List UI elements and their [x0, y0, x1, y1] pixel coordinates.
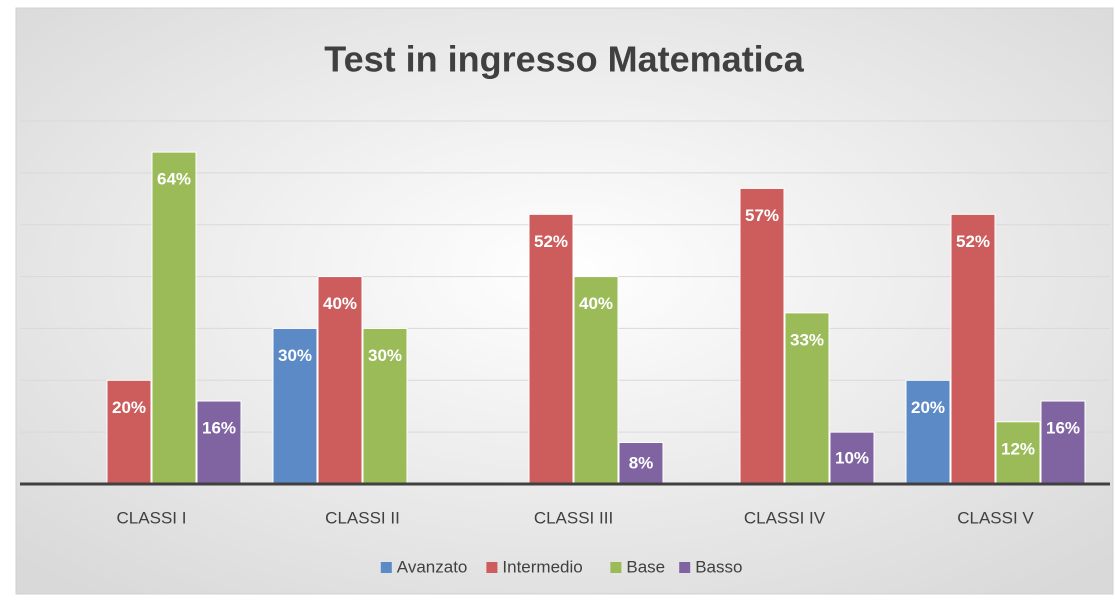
bar [739, 187, 785, 485]
data-label: 16% [1046, 419, 1080, 438]
x-tick-label: CLASSI II [325, 508, 400, 527]
bar [151, 151, 197, 485]
data-label: 40% [323, 294, 357, 313]
bar [196, 400, 242, 485]
legend-swatch [380, 562, 392, 573]
data-label: 30% [278, 346, 312, 365]
bar [1040, 400, 1086, 485]
data-label: 52% [956, 232, 990, 251]
data-label: 52% [534, 232, 568, 251]
legend-label: Intermedio [502, 557, 582, 576]
bar [106, 379, 152, 485]
data-label: 64% [157, 170, 191, 189]
data-label: 40% [579, 294, 613, 313]
data-label: 12% [1001, 439, 1035, 458]
legend-label: Base [626, 557, 665, 576]
bar [317, 276, 363, 485]
data-label: 33% [790, 330, 824, 349]
bar [528, 213, 574, 485]
bar [618, 442, 664, 485]
bar [362, 327, 408, 485]
legend-swatch [610, 562, 622, 573]
x-tick-label: CLASSI III [534, 508, 613, 527]
data-label: 10% [835, 449, 869, 468]
bar [784, 312, 830, 485]
bar [905, 379, 951, 485]
legend-label: Basso [695, 557, 742, 576]
data-label: 57% [745, 206, 779, 225]
x-tick-label: CLASSI V [957, 508, 1034, 527]
legend-label: Avanzato [397, 557, 468, 576]
data-label: 20% [112, 398, 146, 417]
chart-title: Test in ingresso Matematica [324, 39, 804, 80]
bar [272, 327, 318, 485]
data-label: 20% [911, 398, 945, 417]
x-tick-label: CLASSI I [117, 508, 187, 527]
bar [829, 431, 875, 485]
x-tick-label: CLASSI IV [744, 508, 826, 527]
data-label: 30% [368, 346, 402, 365]
data-label: 16% [202, 419, 236, 438]
legend-swatch [679, 562, 691, 573]
data-label: 8% [629, 454, 654, 473]
bar [573, 276, 619, 485]
legend-swatch [486, 562, 498, 573]
bar [950, 213, 996, 485]
